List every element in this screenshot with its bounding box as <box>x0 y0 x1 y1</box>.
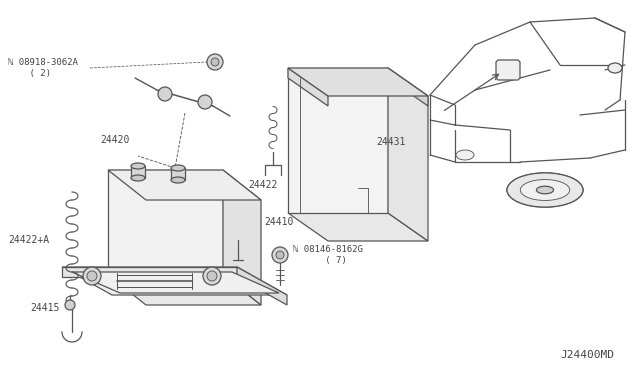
Circle shape <box>198 95 212 109</box>
Text: 24410: 24410 <box>264 217 293 227</box>
Circle shape <box>203 267 221 285</box>
Circle shape <box>83 267 101 285</box>
Ellipse shape <box>520 180 570 201</box>
Circle shape <box>158 87 172 101</box>
Polygon shape <box>108 170 223 275</box>
Polygon shape <box>108 170 261 200</box>
Text: 24420: 24420 <box>100 135 129 145</box>
Text: 24431: 24431 <box>376 137 405 147</box>
Circle shape <box>65 300 75 310</box>
Text: 24422: 24422 <box>248 180 277 190</box>
Polygon shape <box>72 272 279 293</box>
Polygon shape <box>388 68 428 241</box>
Text: ℕ 08146-8162G
      ( 7): ℕ 08146-8162G ( 7) <box>293 245 363 265</box>
Text: ℕ 08918-3062A
    ( 2): ℕ 08918-3062A ( 2) <box>8 58 78 78</box>
Polygon shape <box>496 60 520 80</box>
Text: 24415: 24415 <box>30 303 60 313</box>
Ellipse shape <box>171 165 185 171</box>
Polygon shape <box>62 267 237 277</box>
Polygon shape <box>288 68 428 96</box>
Circle shape <box>276 251 284 259</box>
Circle shape <box>211 58 219 66</box>
Ellipse shape <box>536 186 554 194</box>
Polygon shape <box>288 213 428 241</box>
Circle shape <box>207 271 217 281</box>
Polygon shape <box>223 170 261 305</box>
Polygon shape <box>108 275 261 305</box>
Ellipse shape <box>171 177 185 183</box>
Ellipse shape <box>131 175 145 181</box>
Polygon shape <box>131 166 145 178</box>
Circle shape <box>87 271 97 281</box>
Ellipse shape <box>456 150 474 160</box>
Ellipse shape <box>507 173 583 207</box>
Text: J24400MD: J24400MD <box>560 350 614 360</box>
Ellipse shape <box>131 163 145 169</box>
Ellipse shape <box>608 63 622 73</box>
Polygon shape <box>171 168 185 180</box>
Circle shape <box>272 247 288 263</box>
Polygon shape <box>288 68 388 213</box>
Polygon shape <box>288 68 328 106</box>
Polygon shape <box>237 267 287 305</box>
Circle shape <box>207 54 223 70</box>
Polygon shape <box>388 68 428 106</box>
Text: 24422+A: 24422+A <box>8 235 49 245</box>
Polygon shape <box>62 267 287 295</box>
